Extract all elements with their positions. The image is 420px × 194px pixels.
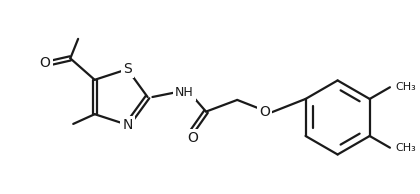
Text: NH: NH bbox=[175, 86, 194, 99]
Text: O: O bbox=[259, 105, 270, 119]
Text: CH₃: CH₃ bbox=[396, 82, 417, 92]
Text: O: O bbox=[187, 131, 198, 145]
Text: CH₃: CH₃ bbox=[396, 143, 417, 153]
Text: N: N bbox=[122, 118, 133, 132]
Text: S: S bbox=[123, 62, 132, 76]
Text: O: O bbox=[39, 56, 50, 70]
